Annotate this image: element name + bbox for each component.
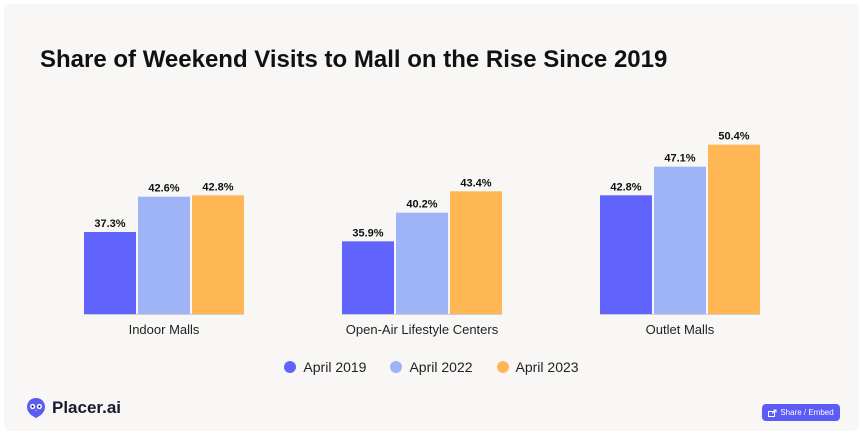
bar bbox=[396, 212, 448, 314]
bar bbox=[342, 241, 394, 314]
legend-swatch bbox=[496, 361, 509, 373]
bar-chart: 37.3% 42.6% 42.8% Indoor Malls 35.9% 40.2% 43.… bbox=[84, 131, 760, 337]
legend-label: April 2019 bbox=[303, 359, 367, 375]
bar-value-label: 42.8% bbox=[202, 181, 233, 193]
brand-name: Placer.ai bbox=[52, 398, 122, 417]
bar bbox=[708, 144, 760, 314]
chart-card: Share of Weekend Visits to Mall on the R… bbox=[4, 4, 859, 431]
legend-label: April 2022 bbox=[409, 359, 473, 375]
category-label: Open-Air Lifestyle Centers bbox=[346, 322, 499, 337]
bar-value-label: 35.9% bbox=[352, 227, 383, 239]
placer-owl-logo-icon bbox=[27, 398, 45, 418]
bar bbox=[600, 195, 652, 314]
bar-value-label: 42.8% bbox=[610, 181, 641, 193]
chart-title: Share of Weekend Visits to Mall on the R… bbox=[40, 46, 668, 73]
share-embed-button[interactable]: Share / Embed bbox=[762, 404, 840, 421]
share-embed-label: Share / Embed bbox=[780, 408, 834, 417]
bar-value-label: 37.3% bbox=[94, 218, 125, 230]
bar-value-label: 42.6% bbox=[148, 183, 179, 195]
bar-value-label: 40.2% bbox=[406, 199, 437, 211]
bar bbox=[192, 195, 244, 314]
legend-swatch bbox=[390, 361, 403, 373]
bar-value-label: 50.4% bbox=[718, 131, 749, 143]
legend-item[interactable]: April 2019 bbox=[284, 359, 366, 375]
legend-swatch bbox=[284, 361, 297, 373]
bar bbox=[138, 196, 190, 314]
legend-label: April 2023 bbox=[515, 359, 579, 375]
bar-value-label: 47.1% bbox=[664, 153, 695, 165]
bar bbox=[84, 232, 136, 314]
bar-value-label: 43.4% bbox=[460, 177, 491, 189]
bar bbox=[450, 191, 502, 314]
share-icon bbox=[768, 409, 777, 417]
brand[interactable]: Placer.ai bbox=[26, 397, 121, 419]
legend-item[interactable]: April 2023 bbox=[496, 359, 579, 375]
chart-legend: April 2019 April 2022 April 2023 bbox=[4, 359, 859, 375]
category-label: Outlet Malls bbox=[646, 322, 715, 337]
bar bbox=[654, 166, 706, 314]
category-label: Indoor Malls bbox=[129, 322, 200, 337]
legend-item[interactable]: April 2022 bbox=[390, 359, 473, 375]
